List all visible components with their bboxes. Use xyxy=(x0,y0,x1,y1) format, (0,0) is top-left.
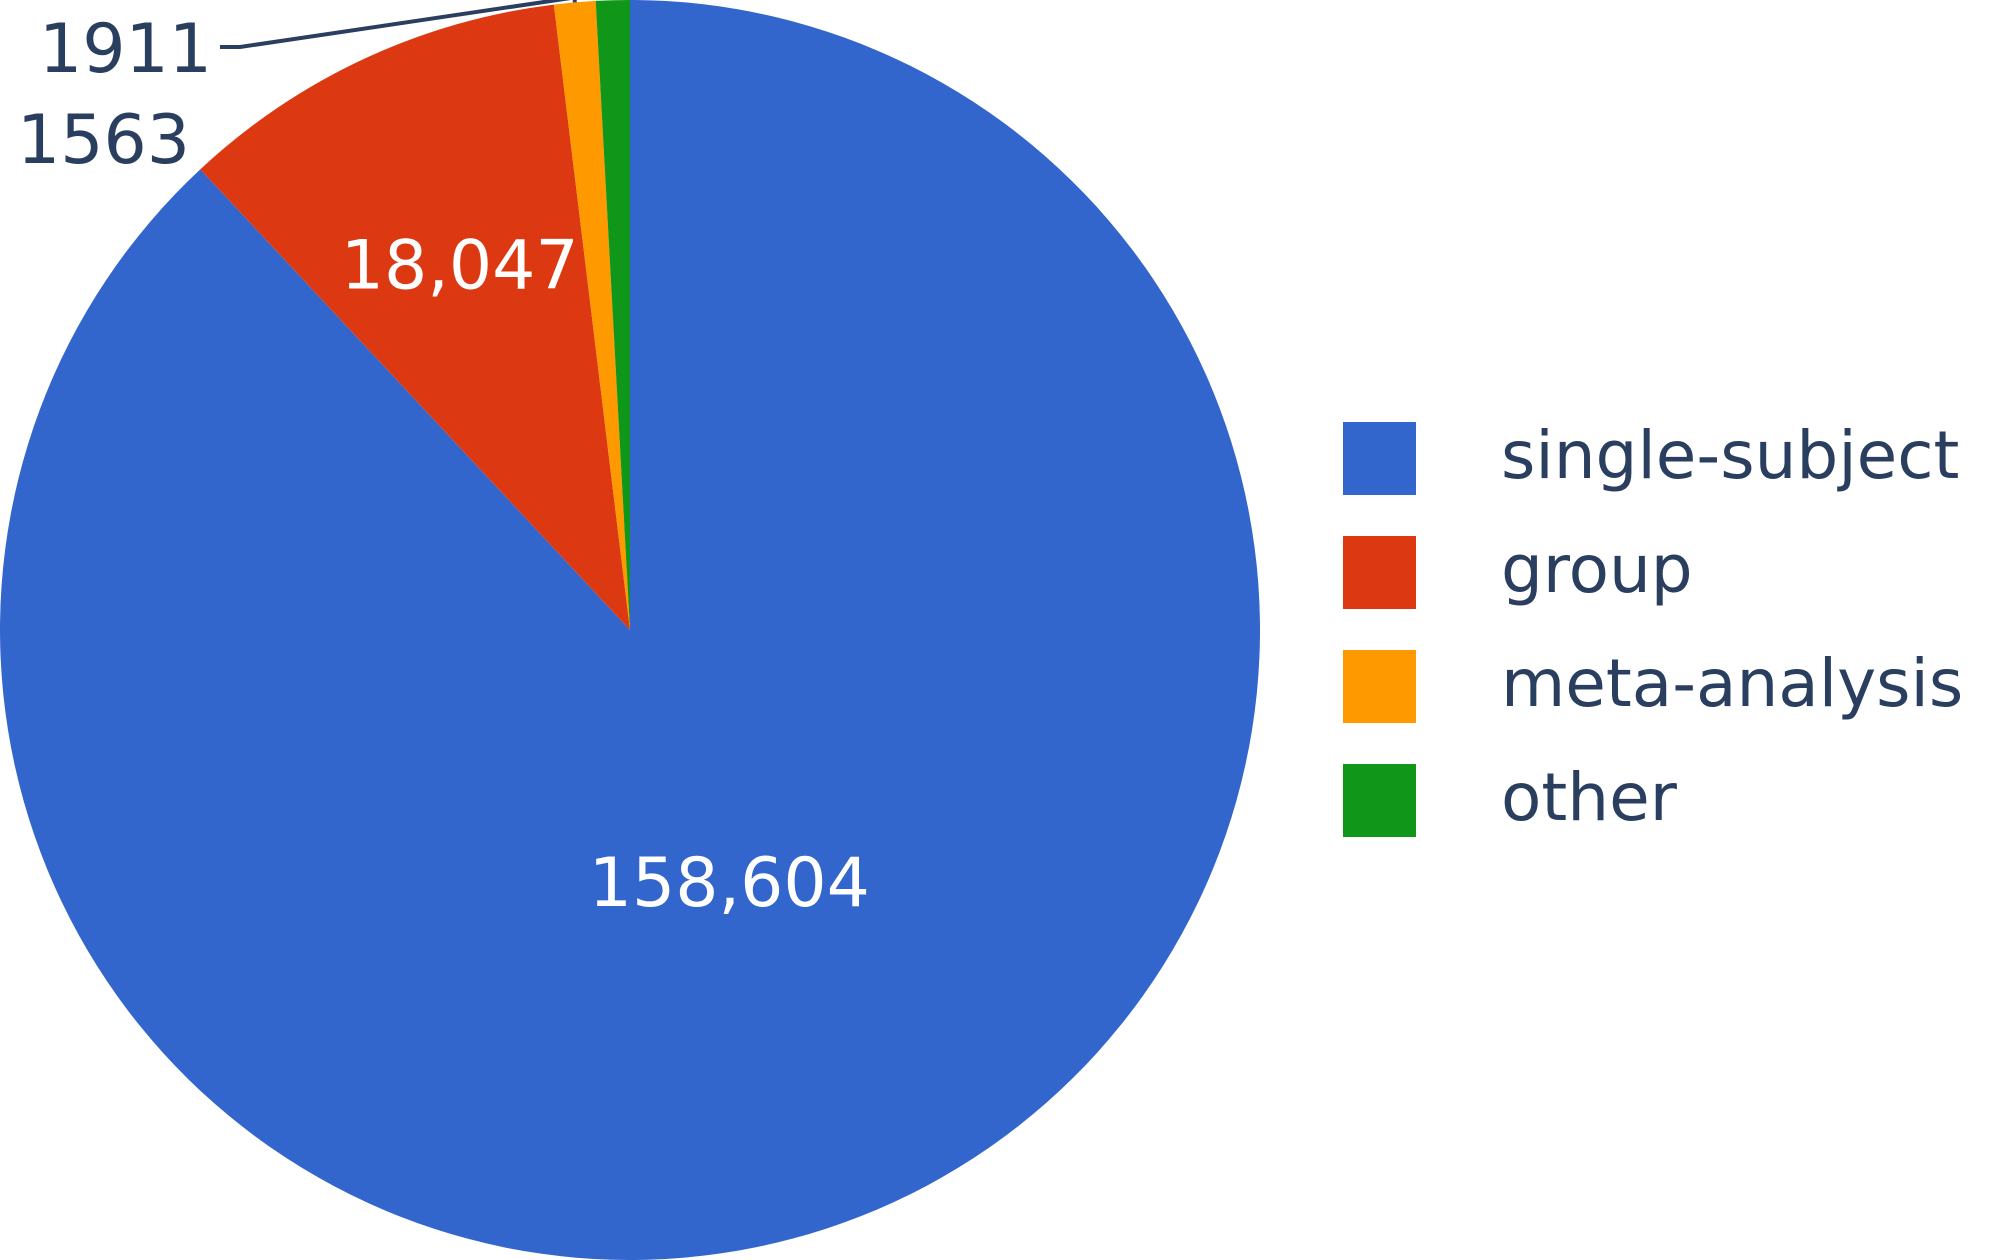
pie-slice-other[interactable] xyxy=(595,0,630,630)
legend-swatch-group xyxy=(1343,536,1416,609)
pie-slices xyxy=(0,0,1260,1260)
pie-slice-meta-analysis[interactable] xyxy=(553,0,630,631)
value-label-single-subject: 158,604 xyxy=(589,844,870,923)
pie-slice-single-subject[interactable] xyxy=(0,0,1260,1260)
value-label-meta-analysis: 1911 xyxy=(39,10,212,89)
pie-labels: 158,604 18,047 1911 1563 xyxy=(17,0,870,923)
legend-label-single-subject: single-subject xyxy=(1501,417,1960,494)
pie-slice-group[interactable] xyxy=(200,4,630,630)
legend-swatch-single-subject xyxy=(1343,422,1416,495)
legend-label-group: group xyxy=(1501,531,1693,608)
value-label-group: 18,047 xyxy=(341,227,579,306)
label-connector-meta-analysis xyxy=(220,0,577,49)
legend-swatch-other xyxy=(1343,764,1416,837)
legend-label-other: other xyxy=(1501,759,1677,836)
value-label-other: 1563 xyxy=(17,101,190,180)
legend-swatch-meta-analysis xyxy=(1343,650,1416,723)
legend-label-meta-analysis: meta-analysis xyxy=(1501,645,1964,722)
